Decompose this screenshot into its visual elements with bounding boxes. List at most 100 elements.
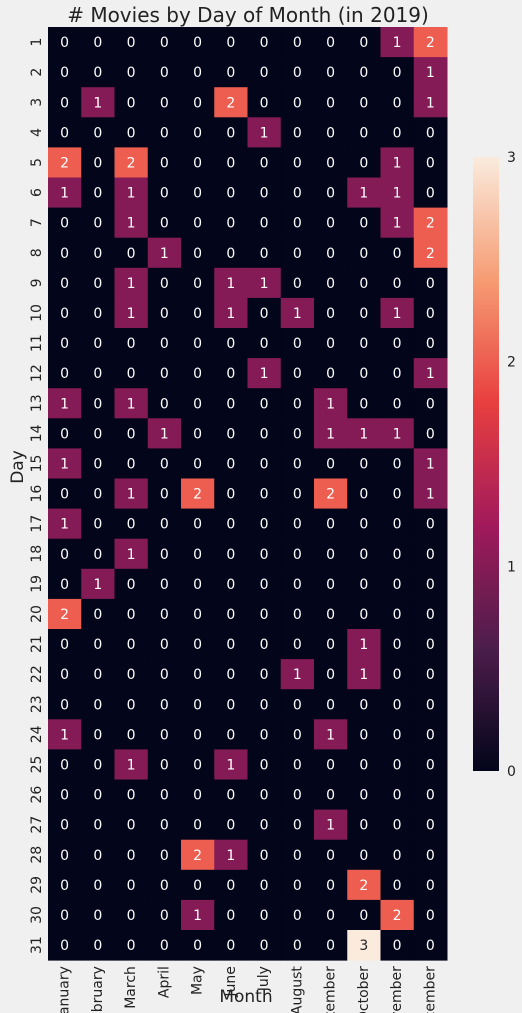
cell-value-label: 0 <box>60 65 69 81</box>
heatmap-cell <box>380 659 415 690</box>
heatmap-cell <box>380 297 415 329</box>
cell-value-label: 0 <box>160 65 169 81</box>
heatmap-cell <box>81 538 115 570</box>
cell-value-label: 0 <box>93 637 102 653</box>
cell-value-label: 1 <box>393 155 402 171</box>
heatmap-cell <box>347 328 381 359</box>
cell-value-label: 0 <box>160 517 169 533</box>
heatmap-cell <box>347 358 381 389</box>
cell-value-label: 1 <box>127 276 136 292</box>
heatmap-cell <box>114 749 149 780</box>
heatmap-cell <box>48 388 82 419</box>
cell-value-label: 0 <box>260 155 269 171</box>
cell-value-label: 1 <box>260 276 269 292</box>
heatmap-cell <box>147 508 182 540</box>
y-tick-label: 28 <box>29 846 45 864</box>
y-tick-label: 30 <box>29 906 45 924</box>
heatmap-cell <box>380 57 415 88</box>
heatmap-cell <box>147 207 182 239</box>
cell-value-label: 0 <box>260 577 269 593</box>
heatmap-cell <box>314 508 348 540</box>
heatmap-cell <box>147 839 182 871</box>
cell-value-label: 0 <box>260 186 269 202</box>
cell-value-label: 0 <box>60 125 69 141</box>
heatmap-cell <box>380 147 415 178</box>
heatmap-cell <box>314 930 348 961</box>
cell-value-label: 0 <box>393 938 402 954</box>
cell-value-label: 0 <box>193 396 202 412</box>
cell-value-label: 0 <box>93 878 102 894</box>
cell-value-label: 0 <box>260 727 269 743</box>
cell-value-label: 0 <box>226 155 235 171</box>
cell-value-label: 0 <box>393 697 402 713</box>
cell-value-label: 0 <box>293 848 302 864</box>
cell-value-label: 0 <box>93 35 102 51</box>
y-tick-label: 14 <box>29 424 45 442</box>
cell-value-label: 0 <box>226 667 235 683</box>
cell-value-label: 0 <box>160 607 169 623</box>
cell-value-label: 0 <box>293 908 302 924</box>
heatmap-cell <box>114 689 149 720</box>
cell-value-label: 0 <box>93 908 102 924</box>
cell-value-label: 0 <box>326 95 335 111</box>
cell-value-label: 0 <box>260 426 269 442</box>
cell-value-label: 0 <box>93 547 102 563</box>
heatmap-cell <box>114 87 149 118</box>
heatmap-cell <box>247 177 282 209</box>
cell-value-label: 0 <box>359 487 368 503</box>
cell-value-label: 0 <box>326 547 335 563</box>
heatmap-cell <box>247 478 282 510</box>
heatmap-cell <box>380 358 415 389</box>
heatmap-cell <box>314 267 348 299</box>
heatmap-cell <box>214 869 248 901</box>
cell-value-label: 0 <box>160 396 169 412</box>
cell-value-label: 0 <box>160 547 169 563</box>
cell-value-label: 0 <box>293 487 302 503</box>
cell-value-label: 0 <box>160 155 169 171</box>
heatmap-cell <box>48 328 82 359</box>
heatmap-cell <box>114 809 149 841</box>
heatmap-cell <box>347 177 381 209</box>
cell-value-label: 1 <box>260 366 269 382</box>
heatmap-cell <box>347 117 381 148</box>
cell-value-label: 0 <box>359 818 368 834</box>
heatmap-cell <box>347 448 381 479</box>
heatmap-cell <box>114 899 149 931</box>
cell-value-label: 0 <box>326 35 335 51</box>
heatmap-cell <box>413 207 448 239</box>
cell-value-label: 0 <box>127 637 136 653</box>
cell-value-label: 1 <box>60 456 69 472</box>
heatmap-cell <box>114 869 149 901</box>
heatmap-cell <box>347 538 381 570</box>
heatmap-cell <box>413 27 448 58</box>
cell-value-label: 0 <box>393 848 402 864</box>
cell-value-label: 0 <box>293 637 302 653</box>
cell-value-label: 0 <box>127 366 136 382</box>
heatmap-cell <box>280 267 315 299</box>
cell-value-label: 1 <box>193 908 202 924</box>
cell-value-label: 0 <box>160 637 169 653</box>
heatmap-cell <box>413 328 448 359</box>
cell-value-label: 1 <box>226 757 235 773</box>
cell-value-label: 1 <box>426 65 435 81</box>
cell-value-label: 0 <box>359 757 368 773</box>
heatmap-cell <box>214 478 248 510</box>
heatmap-cell <box>181 869 215 901</box>
cell-value-label: 1 <box>426 487 435 503</box>
cell-value-label: 2 <box>359 878 368 894</box>
heatmap-cell <box>247 719 282 750</box>
heatmap-cell <box>81 930 115 961</box>
heatmap-cell <box>347 809 381 841</box>
heatmap-cell <box>181 659 215 690</box>
cell-value-label: 0 <box>326 848 335 864</box>
cell-value-label: 0 <box>326 517 335 533</box>
cell-value-label: 0 <box>260 306 269 322</box>
cell-value-label: 0 <box>393 547 402 563</box>
cell-value-label: 0 <box>260 456 269 472</box>
heatmap-cell <box>181 388 215 419</box>
cell-value-label: 0 <box>393 336 402 352</box>
heatmap-cell <box>81 719 115 750</box>
heatmap-cell <box>81 267 115 299</box>
cell-value-label: 1 <box>226 848 235 864</box>
cell-value-label: 0 <box>426 848 435 864</box>
